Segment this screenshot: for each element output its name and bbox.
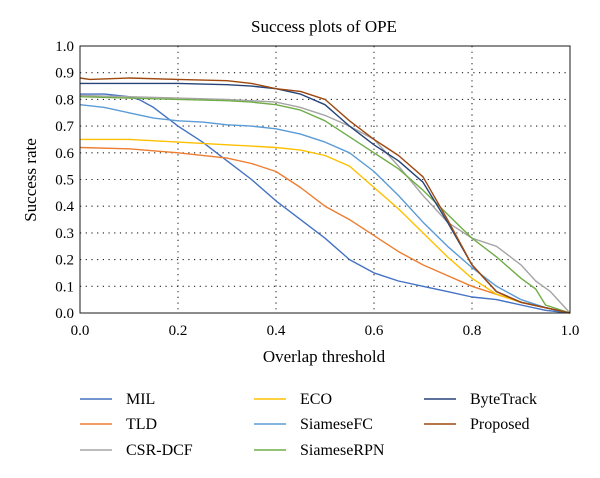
legend-label: Proposed	[470, 416, 530, 433]
x-axis-title: Overlap threshold	[263, 347, 386, 366]
legend-item: SiameseFC	[254, 416, 373, 433]
series-lines	[79, 77, 571, 314]
series-line-proposed	[79, 77, 571, 314]
y-tick-label: 0.4	[55, 199, 74, 215]
legend-label: SiameseRPN	[300, 442, 385, 459]
y-tick-label: 0.8	[55, 92, 74, 108]
x-tick-label: 0.0	[71, 323, 90, 339]
series-line-csr-dcf	[79, 94, 571, 314]
legend-item: CSR-DCF	[80, 442, 193, 459]
legend-item: ByteTrack	[424, 391, 537, 408]
legend-label: TLD	[126, 416, 157, 433]
y-tick-label: 0.6	[55, 146, 74, 162]
legend-label: SiameseFC	[300, 416, 373, 433]
series-line-siameserpn	[79, 96, 571, 314]
legend-item: Proposed	[424, 416, 530, 433]
y-tick-label: 0.2	[55, 253, 74, 269]
x-tick-label: 0.2	[169, 323, 188, 339]
y-tick-label: 0.3	[55, 226, 74, 242]
legend-item: SiameseRPN	[254, 442, 385, 459]
series-line-mil	[80, 93, 571, 314]
x-tick-label: 0.4	[267, 323, 286, 339]
x-tick-label: 0.8	[463, 323, 482, 339]
series-line-tld	[79, 146, 571, 314]
x-tick-label: 0.6	[365, 323, 384, 339]
y-tick-label: 0.5	[55, 173, 74, 189]
legend-label: ECO	[300, 391, 332, 408]
y-tick-labels: 0.0 0.1 0.2 0.3 0.4 0.5 0.6 0.7 0.8 0.9 1.0	[55, 39, 74, 322]
series-line-eco	[80, 138, 571, 314]
legend-item: TLD	[80, 416, 157, 433]
y-tick-label: 0.7	[55, 119, 74, 135]
legend-label: ByteTrack	[470, 391, 537, 408]
y-tick-label: 0.1	[55, 279, 74, 295]
plot-frame	[79, 45, 571, 314]
series-line-siamesefc	[79, 104, 571, 314]
legend-label: MIL	[126, 391, 155, 408]
legend-item: MIL	[80, 391, 155, 408]
legend: MIL TLD CSR-DCF ECO SiameseFC SiameseRPN ByteT…	[80, 391, 537, 459]
y-axis-title: Success rate	[21, 138, 40, 222]
grid	[80, 46, 570, 313]
y-tick-label: 0.0	[55, 306, 74, 322]
legend-item: ECO	[254, 391, 332, 408]
x-tick-labels: 0.0 0.2 0.4 0.6 0.8 1.0	[71, 323, 580, 339]
y-tick-label: 0.9	[55, 66, 74, 82]
y-tick-label: 1.0	[55, 39, 74, 55]
legend-label: CSR-DCF	[126, 442, 193, 459]
x-tick-label: 1.0	[561, 323, 580, 339]
chart-title: Success plots of OPE	[251, 17, 397, 36]
